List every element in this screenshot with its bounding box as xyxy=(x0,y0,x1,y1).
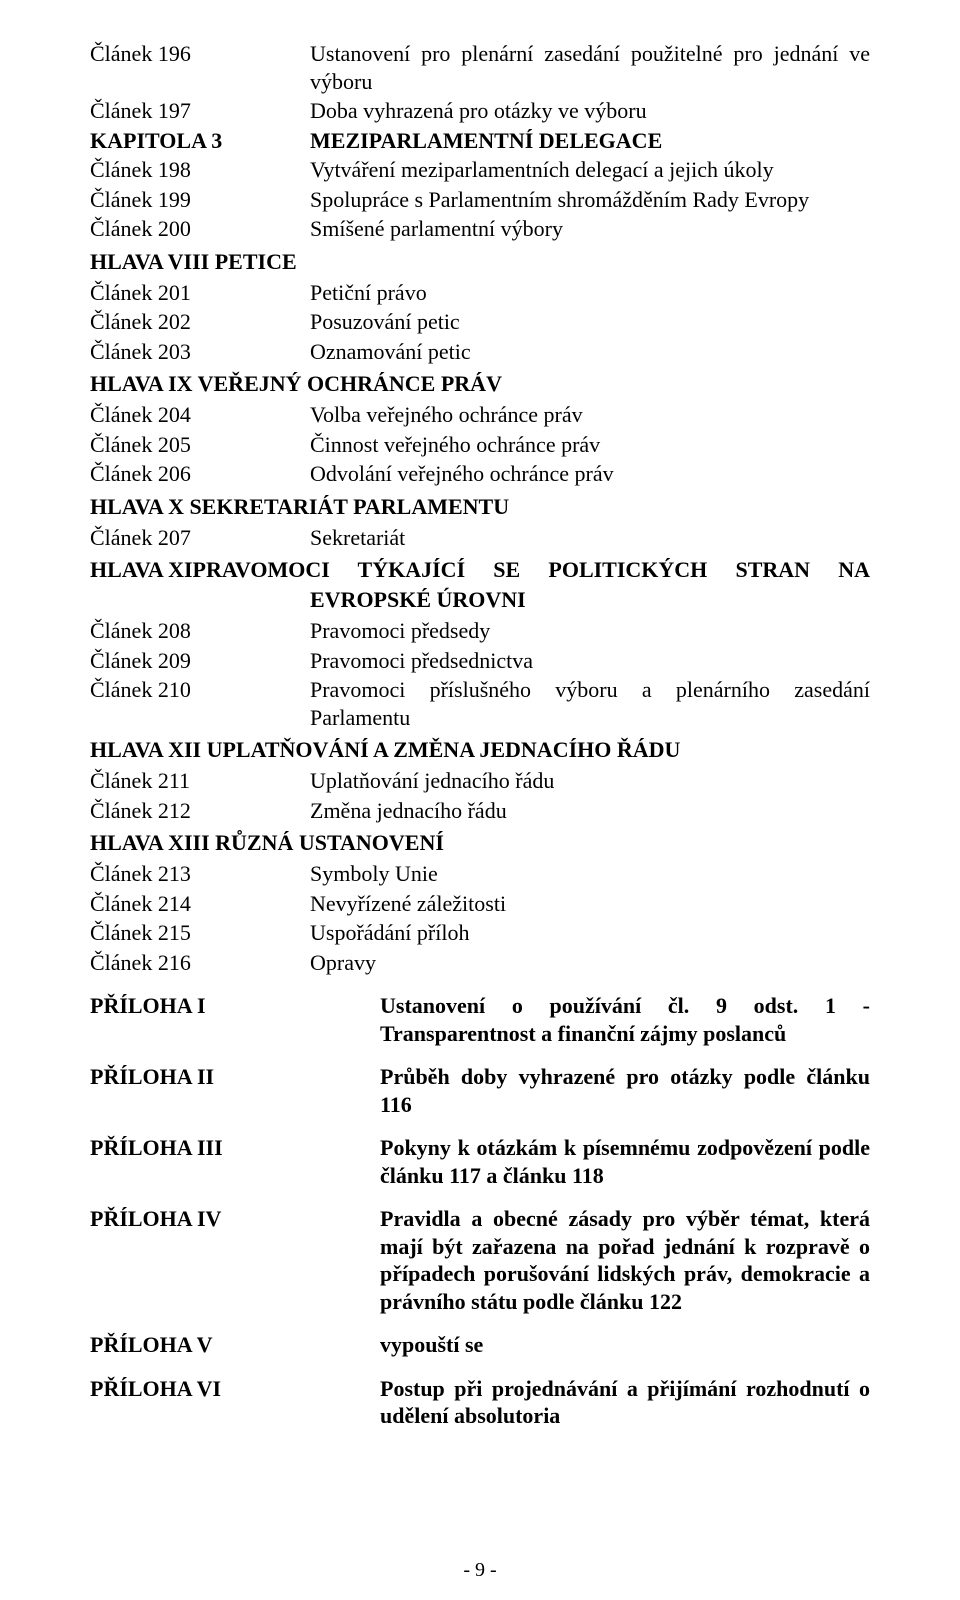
article-description: Uplatňování jednacího řádu xyxy=(310,767,870,795)
article-row: Článek 198Vytváření meziparlamentních de… xyxy=(90,156,870,184)
article-label: Článek 203 xyxy=(90,338,310,366)
section-heading: HLAVA VIII PETICE xyxy=(90,249,870,275)
article-label: Článek 201 xyxy=(90,279,310,307)
article-label: Článek 215 xyxy=(90,919,310,947)
article-row: Článek 203Oznamování petic xyxy=(90,338,870,366)
article-label: Článek 208 xyxy=(90,617,310,645)
article-label: Článek 199 xyxy=(90,186,310,214)
article-row: Článek 214Nevyřízené záležitosti xyxy=(90,890,870,918)
article-row: Článek 204Volba veřejného ochránce práv xyxy=(90,401,870,429)
article-description: Uspořádání příloh xyxy=(310,919,870,947)
article-description: Doba vyhrazená pro otázky ve výboru xyxy=(310,97,870,125)
article-label: Článek 202 xyxy=(90,308,310,336)
article-row: Článek 199Spolupráce s Parlamentním shro… xyxy=(90,186,870,214)
attachment-description: Pravidla a obecné zásady pro výběr témat… xyxy=(380,1205,870,1315)
article-label: Článek 197 xyxy=(90,97,310,125)
attachment-description: vypouští se xyxy=(380,1331,870,1359)
attachment-row: PŘÍLOHA VIPostup při projednávání a přij… xyxy=(90,1375,870,1430)
article-description: Petiční právo xyxy=(310,279,870,307)
section-heading: HLAVA IX VEŘEJNÝ OCHRÁNCE PRÁV xyxy=(90,371,870,397)
section-heading: HLAVA XIII RŮZNÁ USTANOVENÍ xyxy=(90,830,870,856)
attachment-row: PŘÍLOHA IIPrůběh doby vyhrazené pro otáz… xyxy=(90,1063,870,1118)
article-row: Článek 197Doba vyhrazená pro otázky ve v… xyxy=(90,97,870,125)
article-label: Článek 200 xyxy=(90,215,310,243)
attachment-row: PŘÍLOHA IUstanovení o používání čl. 9 od… xyxy=(90,992,870,1047)
article-label: Článek 205 xyxy=(90,431,310,459)
article-description: Pravomoci předsedy xyxy=(310,617,870,645)
article-label: Článek 211 xyxy=(90,767,310,795)
attachment-label: PŘÍLOHA II xyxy=(90,1063,380,1118)
article-row: KAPITOLA 3MEZIPARLAMENTNÍ DELEGACE xyxy=(90,127,870,155)
attachment-description: Průběh doby vyhrazené pro otázky podle č… xyxy=(380,1063,870,1118)
section-heading: HLAVA XII UPLATŇOVÁNÍ A ZMĚNA JEDNACÍHO … xyxy=(90,737,870,763)
article-description: Posuzování petic xyxy=(310,308,870,336)
article-row: Článek 201Petiční právo xyxy=(90,279,870,307)
attachment-label: PŘÍLOHA V xyxy=(90,1331,380,1359)
attachment-row: PŘÍLOHA Vvypouští se xyxy=(90,1331,870,1359)
article-row: Článek 205Činnost veřejného ochránce prá… xyxy=(90,431,870,459)
article-description: Odvolání veřejného ochránce práv xyxy=(310,460,870,488)
article-label: Článek 210 xyxy=(90,676,310,731)
article-row: Článek 206Odvolání veřejného ochránce pr… xyxy=(90,460,870,488)
attachment-label: PŘÍLOHA I xyxy=(90,992,380,1047)
attachment-description: Pokyny k otázkám k písemnému zodpovězení… xyxy=(380,1134,870,1189)
article-row: Článek 202Posuzování petic xyxy=(90,308,870,336)
attachment-label: PŘÍLOHA IV xyxy=(90,1205,380,1315)
article-description: Smíšené parlamentní výbory xyxy=(310,215,870,243)
article-row: Článek 215Uspořádání příloh xyxy=(90,919,870,947)
attachment-description: Postup při projednávání a přijímání rozh… xyxy=(380,1375,870,1430)
article-description: Nevyřízené záležitosti xyxy=(310,890,870,918)
article-row: Článek 210Pravomoci příslušného výboru a… xyxy=(90,676,870,731)
article-row: Článek 207Sekretariát xyxy=(90,524,870,552)
article-row: Článek 216Opravy xyxy=(90,949,870,977)
attachment-row: PŘÍLOHA IIIPokyny k otázkám k písemnému … xyxy=(90,1134,870,1189)
article-label: Článek 204 xyxy=(90,401,310,429)
article-label: Článek 216 xyxy=(90,949,310,977)
article-description: Oznamování petic xyxy=(310,338,870,366)
section-title: PRAVOMOCI TÝKAJÍCÍ SE POLITICKÝCH STRAN … xyxy=(193,557,870,583)
attachment-description: Ustanovení o používání čl. 9 odst. 1 - T… xyxy=(380,992,870,1047)
article-description: Sekretariát xyxy=(310,524,870,552)
article-description: Symboly Unie xyxy=(310,860,870,888)
article-label: Článek 209 xyxy=(90,647,310,675)
article-description: Pravomoci předsednictva xyxy=(310,647,870,675)
article-label: Článek 206 xyxy=(90,460,310,488)
article-description: Ustanovení pro plenární zasedání použite… xyxy=(310,40,870,95)
article-label: Článek 207 xyxy=(90,524,310,552)
article-row: Článek 213Symboly Unie xyxy=(90,860,870,888)
article-description: Opravy xyxy=(310,949,870,977)
article-row: Článek 211Uplatňování jednacího řádu xyxy=(90,767,870,795)
article-row: Článek 209Pravomoci předsednictva xyxy=(90,647,870,675)
attachment-label: PŘÍLOHA VI xyxy=(90,1375,380,1430)
article-label: Článek 214 xyxy=(90,890,310,918)
article-description: Spolupráce s Parlamentním shromážděním R… xyxy=(310,186,870,214)
article-description: Činnost veřejného ochránce práv xyxy=(310,431,870,459)
attachment-row: PŘÍLOHA IVPravidla a obecné zásady pro v… xyxy=(90,1205,870,1315)
article-description: Vytváření meziparlamentních delegací a j… xyxy=(310,156,870,184)
article-row: Článek 196Ustanovení pro plenární zasedá… xyxy=(90,40,870,95)
article-label: Článek 212 xyxy=(90,797,310,825)
section-title-line2: EVROPSKÉ ÚROVNI xyxy=(310,587,870,613)
article-label: Článek 196 xyxy=(90,40,310,95)
article-label: Článek 198 xyxy=(90,156,310,184)
article-label: KAPITOLA 3 xyxy=(90,127,310,155)
article-description: Pravomoci příslušného výboru a plenárníh… xyxy=(310,676,870,731)
section-label: HLAVA XI xyxy=(90,557,193,583)
article-description: MEZIPARLAMENTNÍ DELEGACE xyxy=(310,127,870,155)
article-label: Článek 213 xyxy=(90,860,310,888)
page-number: - 9 - xyxy=(0,1559,960,1582)
article-description: Volba veřejného ochránce práv xyxy=(310,401,870,429)
article-description: Změna jednacího řádu xyxy=(310,797,870,825)
attachment-label: PŘÍLOHA III xyxy=(90,1134,380,1189)
article-row: Článek 212Změna jednacího řádu xyxy=(90,797,870,825)
section-heading: HLAVA XI PRAVOMOCI TÝKAJÍCÍ SE POLITICKÝ… xyxy=(90,557,870,583)
section-heading: HLAVA X SEKRETARIÁT PARLAMENTU xyxy=(90,494,870,520)
article-row: Článek 208Pravomoci předsedy xyxy=(90,617,870,645)
article-row: Článek 200Smíšené parlamentní výbory xyxy=(90,215,870,243)
